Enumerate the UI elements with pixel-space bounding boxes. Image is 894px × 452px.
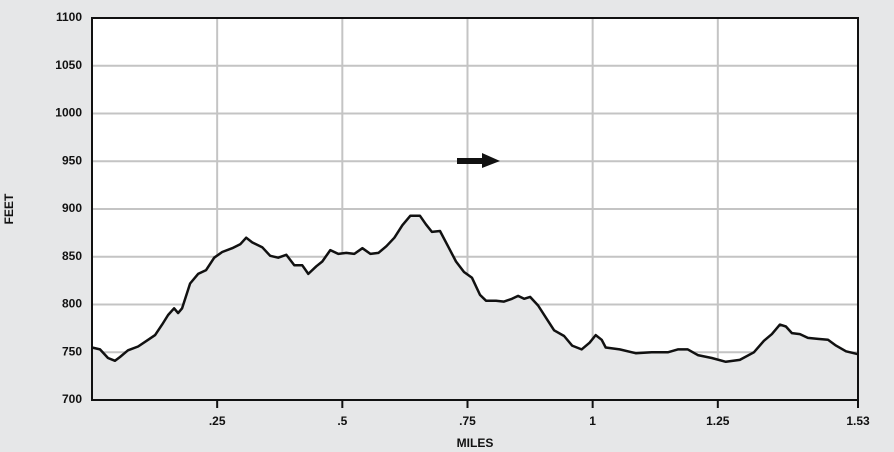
y-tick-label: 1050	[55, 58, 82, 72]
elevation-line	[91, 214, 859, 364]
y-tick-label: 750	[62, 344, 82, 358]
x-tick-label: .75	[459, 414, 476, 428]
arrow-annotation	[457, 153, 500, 168]
y-tick-label: 800	[62, 297, 82, 311]
y-tick-label: 950	[62, 153, 82, 167]
plot-frame	[91, 17, 859, 401]
x-tick-label: 1.25	[706, 414, 730, 428]
y-tick-label: 1000	[55, 106, 82, 120]
tick-labels: 700 750 800 850 900 950 1000 1050 1100 .25 .5 .75 1 1…	[55, 10, 870, 428]
arrow	[457, 153, 500, 168]
y-tick-label: 900	[62, 201, 82, 215]
x-tick-label: .5	[337, 414, 347, 428]
y-tick-label: 1100	[56, 10, 82, 24]
marks	[91, 214, 859, 400]
area-fill	[92, 215, 858, 400]
x-tick-label: .25	[209, 414, 226, 428]
y-tick-label: 700	[62, 392, 82, 406]
y-tick-label: 850	[62, 249, 82, 263]
x-axis-label: MILES	[457, 436, 494, 450]
x-tick-label: 1.53	[846, 414, 870, 428]
x-tick-label: 1	[589, 414, 596, 428]
y-axis-label: FEET	[2, 193, 16, 224]
